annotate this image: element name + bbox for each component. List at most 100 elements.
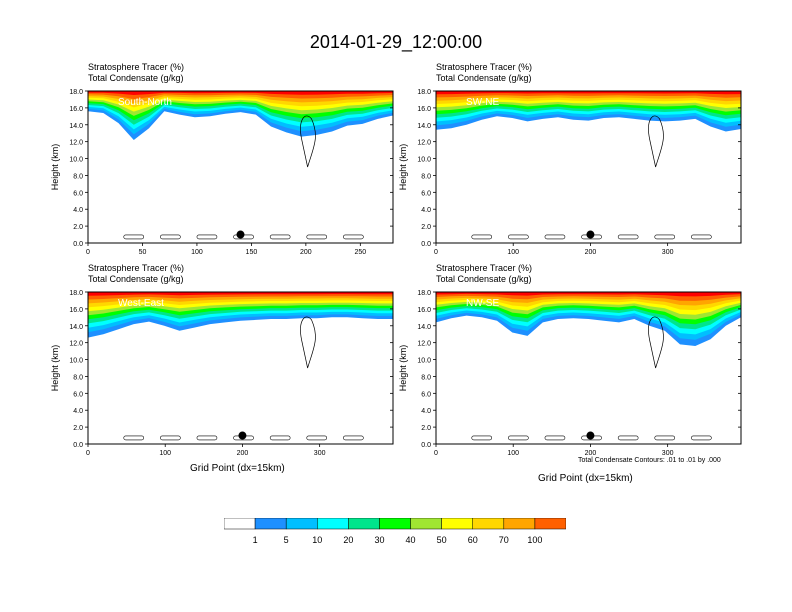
condensate-contour (300, 115, 316, 168)
y-tick-label: 18.0 (417, 89, 431, 96)
x-tick-label: 300 (662, 450, 674, 457)
x-tick-label: 200 (585, 450, 597, 457)
x-tick-label: 100 (507, 249, 519, 256)
cross-section-label: South-North (118, 97, 172, 108)
colorbar-swatch (534, 518, 566, 530)
x-tick-label: 200 (300, 249, 312, 256)
y-tick-label: 8.0 (421, 374, 431, 381)
y-tick-label: 18.0 (69, 290, 83, 297)
y-tick-label: 0.0 (421, 241, 431, 248)
y-tick-label: 2.0 (421, 224, 431, 231)
x-axis-label-left: Grid Point (dx=15km) (190, 463, 285, 474)
x-tick-label: 0 (86, 249, 90, 256)
colorbar-swatch (410, 518, 442, 530)
y-tick-label: 16.0 (417, 106, 431, 113)
y-tick-label: 4.0 (73, 408, 83, 415)
y-tick-label: 8.0 (421, 173, 431, 180)
y-tick-label: 16.0 (417, 307, 431, 314)
colorbar-swatch (348, 518, 380, 530)
y-axis-label: Height (km) (398, 144, 408, 191)
colorbar-label: 30 (374, 535, 385, 545)
y-tick-label: 6.0 (421, 391, 431, 398)
chart-sw-ne: SW-NE 0.0 2.0 4.0 6.0 8.0 10.0 12.0 14.0 16.0 18.0… (398, 89, 742, 256)
contour-note: Total Condensate Contours: .01 to .01 by… (578, 457, 721, 464)
condensate-contour (648, 115, 664, 168)
colorbar-swatch (254, 518, 287, 530)
condensate-contour (196, 435, 218, 441)
panel-subtitle: Total Condensate (g/kg) (436, 274, 532, 284)
y-tick-label: 12.0 (417, 140, 431, 147)
x-tick-label: 150 (246, 249, 258, 256)
y-tick-label: 4.0 (73, 207, 83, 214)
condensate-contour (269, 435, 291, 441)
y-tick-label: 12.0 (69, 140, 83, 147)
condensate-contour (269, 234, 291, 240)
colorbar-label: 100 (527, 535, 543, 545)
cross-section-label: West-East (118, 298, 164, 309)
colorbar-swatch (503, 518, 536, 530)
condensate-contour (306, 435, 328, 441)
y-tick-label: 0.0 (73, 442, 83, 449)
panel-south-north: Stratosphere Tracer (%) Total Condensate… (40, 62, 394, 277)
y-tick-label: 6.0 (421, 190, 431, 197)
y-tick-label: 2.0 (421, 425, 431, 432)
panel-nw-se: Stratosphere Tracer (%) Total Condensate… (388, 263, 742, 478)
condensate-contour (544, 435, 566, 441)
y-axis-label: Height (km) (398, 345, 408, 392)
y-tick-label: 8.0 (73, 374, 83, 381)
condensate-contour (691, 435, 712, 441)
condensate-contour (343, 435, 364, 441)
colorbar (224, 518, 566, 530)
colorbar-label: 1 (252, 535, 258, 545)
main-title: 2014-01-29_12:00:00 (309, 32, 483, 52)
colorbar-label: 60 (467, 535, 478, 545)
y-tick-label: 14.0 (417, 123, 431, 130)
colorbar-swatch (285, 518, 318, 530)
y-tick-label: 10.0 (69, 157, 83, 164)
y-tick-label: 0.0 (73, 241, 83, 248)
condensate-contour (306, 234, 328, 240)
cross-section-label: NW-SE (466, 298, 499, 309)
condensate-contour (648, 316, 664, 369)
y-tick-label: 4.0 (421, 207, 431, 214)
colorbar-swatch (379, 518, 411, 530)
y-tick-label: 18.0 (69, 89, 83, 96)
panel-subtitle: Total Condensate (g/kg) (88, 73, 184, 83)
condensate-contour (343, 234, 364, 240)
colorbar-label: 40 (405, 535, 416, 545)
condensate-contour (471, 234, 493, 240)
x-tick-label: 200 (585, 249, 597, 256)
panel-sw-ne: Stratosphere Tracer (%) Total Condensate… (388, 62, 742, 277)
chart-west-east: West-East 0.0 2.0 4.0 6.0 8.0 10.0 12.0 14.0 16.0… (50, 290, 394, 457)
colorbar-label: 20 (343, 535, 354, 545)
colorbar-label: 10 (312, 535, 323, 545)
y-tick-label: 0.0 (421, 442, 431, 449)
plot-frame (87, 90, 394, 244)
colorbar-swatch (317, 518, 349, 530)
location-marker (586, 230, 595, 239)
condensate-contour (160, 435, 181, 441)
panel-title: Stratosphere Tracer (%) (88, 62, 185, 72)
x-tick-label: 0 (434, 249, 438, 256)
location-marker (236, 230, 245, 239)
y-tick-label: 12.0 (69, 341, 83, 348)
y-tick-label: 10.0 (69, 358, 83, 365)
colorbar-swatch (472, 518, 505, 530)
colorbar-swatch (441, 518, 473, 530)
y-tick-label: 4.0 (421, 408, 431, 415)
condensate-contour (123, 234, 145, 240)
y-axis-label: Height (km) (50, 345, 60, 392)
y-tick-label: 14.0 (69, 123, 83, 130)
colorbar-swatch (224, 518, 256, 530)
colorbar-label: 70 (498, 535, 509, 545)
condensate-contour (544, 234, 566, 240)
y-tick-label: 2.0 (73, 425, 83, 432)
condensate-contour (654, 234, 676, 240)
condensate-contour (196, 234, 218, 240)
x-tick-label: 100 (191, 249, 203, 256)
x-axis-label-right: Grid Point (dx=15km) (538, 473, 633, 484)
y-tick-label: 16.0 (69, 106, 83, 113)
y-tick-label: 12.0 (417, 341, 431, 348)
panel-subtitle: Total Condensate (g/kg) (88, 274, 184, 284)
cross-section-label: SW-NE (466, 97, 499, 108)
